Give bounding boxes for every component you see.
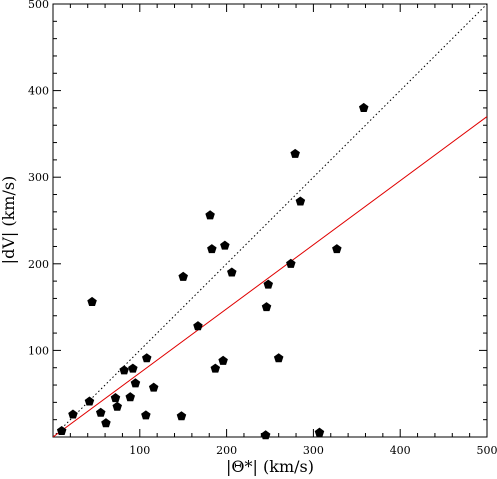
y-tick-label: 400 — [28, 85, 49, 98]
fit-line — [53, 116, 487, 437]
data-point — [178, 271, 188, 281]
data-point — [148, 382, 159, 392]
reference-lines — [53, 4, 487, 437]
data-point — [119, 365, 129, 375]
y-tick-label: 300 — [28, 171, 49, 184]
x-tick-label: 500 — [477, 444, 497, 457]
x-tick-label: 200 — [216, 444, 237, 457]
data-point — [141, 353, 152, 363]
x-tick-label: 100 — [129, 444, 150, 457]
data-point — [290, 148, 300, 158]
data-point — [220, 240, 230, 250]
data-points — [56, 102, 369, 440]
plot-frame — [52, 3, 488, 438]
data-point — [110, 393, 121, 403]
y-tick-label: 500 — [28, 0, 49, 11]
data-point — [130, 378, 141, 388]
data-point — [295, 196, 306, 206]
identity-line — [53, 4, 487, 437]
data-point — [227, 267, 237, 277]
x-axis-label: |Θ*| (km/s) — [226, 457, 314, 476]
data-point — [101, 418, 111, 428]
y-tick-label: 200 — [28, 258, 49, 271]
data-point — [314, 427, 325, 437]
data-point — [263, 279, 274, 289]
data-point — [95, 407, 106, 417]
data-point — [207, 244, 217, 254]
data-point — [273, 353, 284, 363]
axis-tick-labels: 100 200 300 400 500 100 200 300 400 500 — [28, 0, 497, 457]
data-point — [68, 409, 78, 419]
data-point — [193, 321, 203, 331]
data-point — [125, 392, 136, 402]
data-point — [87, 296, 97, 306]
axis-ticks — [52, 3, 488, 438]
data-point — [176, 411, 187, 421]
data-point — [112, 401, 122, 411]
data-point — [358, 102, 369, 112]
data-point — [286, 258, 296, 268]
data-point — [141, 410, 151, 420]
data-point — [56, 425, 67, 435]
data-point — [84, 396, 95, 406]
x-tick-label: 300 — [303, 444, 324, 457]
data-point — [260, 430, 271, 440]
data-point — [332, 244, 342, 254]
x-tick-label: 400 — [390, 444, 411, 457]
y-axis-label: |dV| (km/s) — [0, 176, 18, 265]
data-point — [261, 302, 272, 312]
data-point — [205, 210, 215, 220]
data-point — [210, 363, 221, 373]
data-point — [218, 355, 228, 365]
y-tick-label: 100 — [28, 344, 49, 357]
data-point — [128, 363, 138, 373]
